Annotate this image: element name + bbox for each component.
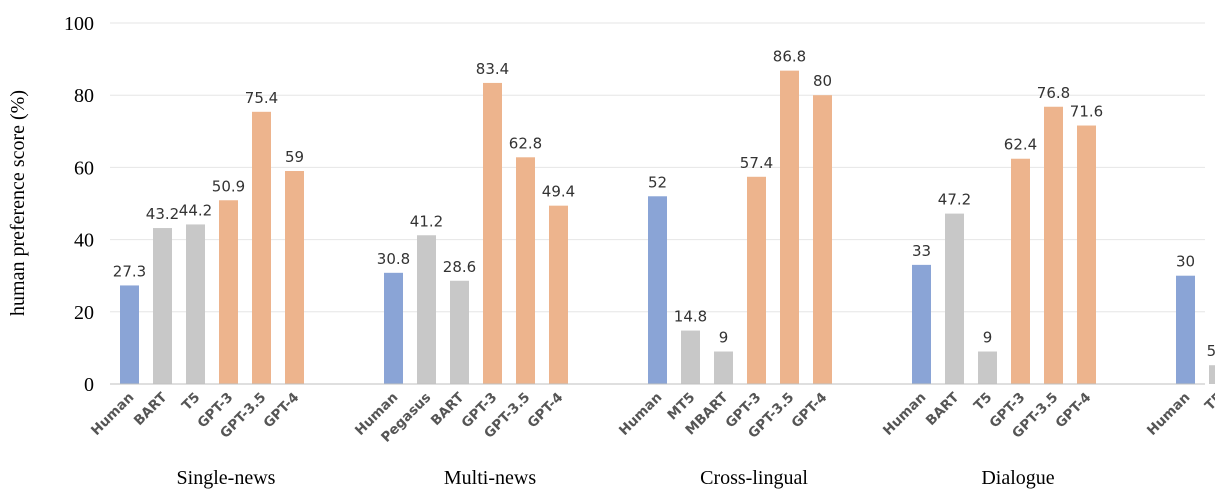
- category-label: GPT-4: [260, 390, 302, 432]
- bar-multi-news-gpt-3.5: [516, 157, 535, 384]
- data-label: 83.4: [476, 60, 509, 78]
- bar-cross-lingual-gpt-3.5: [780, 70, 799, 384]
- category-label: BART: [923, 389, 963, 429]
- data-label: 30.8: [377, 250, 410, 268]
- bar-dialogue-human: [912, 264, 931, 384]
- bar-single-news-gpt-3: [219, 200, 238, 384]
- group-label: Cross-lingual: [700, 467, 808, 489]
- bar-multi-news-gpt-3: [483, 82, 502, 385]
- data-label: 27.3: [113, 262, 146, 280]
- bar-single-news-gpt-3.5: [252, 111, 271, 384]
- data-label: 9: [983, 329, 993, 347]
- y-tick-label: 100: [64, 13, 94, 35]
- group-label: Single-news: [177, 467, 276, 489]
- bar-single-news-t5: [186, 224, 205, 384]
- y-axis-label: human preference score (%): [7, 90, 29, 316]
- bar-single-news-bart: [153, 228, 172, 384]
- group-label: Dialogue: [981, 467, 1054, 489]
- bar-multi-news-pegasus: [417, 235, 436, 384]
- category-label: T5: [1202, 390, 1215, 414]
- data-label: 57.4: [740, 154, 773, 172]
- bar-multi-news-bart: [450, 280, 469, 384]
- data-label: 76.8: [1037, 84, 1070, 102]
- group-label: Multi-news: [444, 467, 536, 489]
- category-label: GPT-4: [1052, 390, 1094, 432]
- bar-cross-lingual-mbart: [714, 351, 733, 384]
- y-tick-label: 40: [74, 230, 94, 252]
- data-label: 9: [719, 329, 729, 347]
- bars: 27.3 43.2 44.250.9 75.4 59 30.8 41.2 28.6 83.4 62…: [113, 48, 1215, 385]
- data-label: 50.9: [212, 177, 245, 195]
- bar-dialogue-gpt-3.5: [1044, 106, 1063, 384]
- category-label: Human: [88, 390, 137, 439]
- bar-cross-lingual-gpt-3: [747, 176, 766, 384]
- category-label: Human: [880, 390, 929, 439]
- category-label: BART: [131, 389, 171, 429]
- bar-dialogue-gpt-3: [1011, 158, 1030, 384]
- category-label: Human: [616, 390, 665, 439]
- data-label: 86.8: [773, 48, 806, 66]
- data-label: 62.4: [1004, 136, 1037, 154]
- bar-cross-lingual-human: [648, 196, 667, 384]
- bar-dialogue-gpt-4: [1077, 125, 1096, 385]
- data-label: 14.8: [674, 308, 707, 326]
- bar-dialogue-bart: [945, 213, 964, 384]
- data-label: 49.4: [542, 183, 575, 201]
- data-label: 33: [912, 242, 931, 260]
- category-label: GPT-4: [788, 390, 830, 432]
- data-label: 41.2: [410, 212, 443, 230]
- y-tick-label: 80: [74, 85, 94, 107]
- bar-cross-lingual-mt5: [681, 330, 700, 384]
- data-label: 28.6: [443, 258, 476, 276]
- y-tick-label: 0: [84, 374, 94, 396]
- bar-cross-lingual-gpt-4: [813, 95, 832, 384]
- bar-code-t5: [1209, 365, 1215, 384]
- data-label: 30: [1176, 253, 1195, 271]
- bar-code-human: [1176, 275, 1195, 384]
- y-tick-label: 20: [74, 302, 94, 324]
- data-label: 5.2: [1207, 342, 1215, 360]
- y-tick-label: 60: [74, 157, 94, 179]
- category-label: Human: [1144, 390, 1193, 439]
- data-label: 59: [285, 148, 304, 166]
- bar-multi-news-gpt-4: [549, 205, 568, 384]
- data-label: 75.4: [245, 89, 278, 107]
- data-label: 80: [813, 72, 832, 90]
- bar-multi-news-human: [384, 272, 403, 384]
- category-label: T5: [971, 390, 995, 414]
- data-label: 47.2: [938, 191, 971, 209]
- data-label: 52: [648, 173, 667, 191]
- group-labels: Single-news Multi-news Cross-lingual Dialog…: [177, 467, 1055, 489]
- category-label: GPT-4: [524, 390, 566, 432]
- data-label: 71.6: [1070, 103, 1103, 121]
- data-label: 44.2: [179, 201, 212, 219]
- bar-single-news-gpt-4: [285, 171, 304, 384]
- bar-dialogue-t5: [978, 351, 997, 384]
- category-label: T5: [179, 390, 203, 414]
- data-label: 62.8: [509, 134, 542, 152]
- data-label: 43.2: [146, 205, 179, 223]
- bar-single-news-human: [120, 285, 139, 384]
- y-axis-ticks: 0 20 40 60 80 100: [64, 13, 94, 396]
